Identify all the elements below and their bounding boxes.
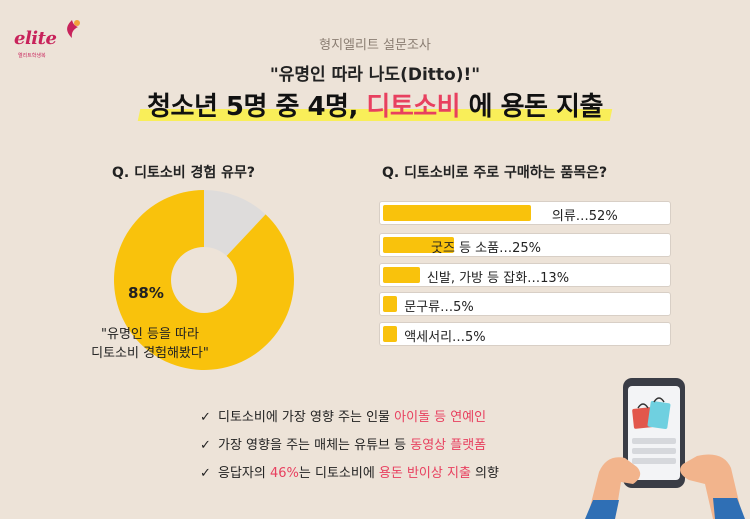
bar-label: 의류…52%: [551, 209, 618, 224]
headline-post: 에 용돈 지출: [460, 92, 604, 122]
survey-label: 형지엘리트 설문조사: [319, 38, 431, 53]
headline-pre: 청소년 5명 중 4명,: [147, 92, 367, 122]
donut-note-line1: "유명인 등을 따라: [101, 327, 199, 342]
donut-data-label: 88%: [128, 284, 164, 302]
finding-text: 디토소비에 가장 영향 주는 인물: [218, 410, 395, 425]
finding-item: ✓ 가장 영향을 주는 매체는 유튜브 등 동영상 플랫폼: [200, 434, 486, 453]
check-icon: ✓: [200, 438, 211, 453]
check-icon: ✓: [200, 466, 211, 481]
bar-row: 굿즈 등 소품…25%: [379, 233, 671, 257]
donut-note: "유명인 등을 따라 디토소비 경험해봤다": [70, 325, 230, 363]
brand-name: elite: [14, 28, 57, 49]
bar-label: 문구류…5%: [404, 300, 474, 315]
bar-row: 문구류…5%: [379, 292, 671, 316]
bar-fill: [383, 267, 420, 283]
bar-fill: [383, 237, 454, 253]
finding-text: 는 디토소비에: [298, 466, 379, 481]
bar-row: 신발, 가방 등 잡화…13%: [379, 263, 671, 287]
flame-icon: [67, 20, 80, 38]
bar-label: 신발, 가방 등 잡화…13%: [426, 271, 570, 286]
finding-highlight: 46%: [269, 466, 299, 481]
bar-label: 액세서리…5%: [404, 330, 486, 345]
brand-logo: elite 엘리트학생복: [14, 20, 80, 62]
headline-accent: 디토소비: [366, 92, 461, 122]
donut-chart: [113, 190, 294, 370]
bar-fill: [383, 326, 398, 342]
brand-tagline: 엘리트학생복: [18, 53, 46, 59]
donut-note-line2: 디토소비 경험해봤다": [91, 346, 209, 361]
bar-label: 굿즈 등 소품…25%: [431, 241, 541, 256]
finding-item: ✓ 디토소비에 가장 영향 주는 인물 아이돌 등 연예인: [200, 406, 486, 425]
bar-fill: [383, 205, 531, 221]
bar-question: Q. 디토소비로 주로 구매하는 품목은?: [382, 165, 608, 181]
check-icon: ✓: [200, 410, 211, 425]
finding-item: ✓ 응답자의 46%는 디토소비에 용돈 반이상 지출 의향: [200, 462, 499, 481]
headline: 청소년 5명 중 4명, 디토소비 에 용돈 지출: [0, 86, 750, 123]
bar-row: 의류…52%: [379, 201, 671, 225]
headline-quote: "유명인 따라 나도(Ditto)!": [269, 65, 481, 85]
finding-highlight: 아이돌 등 연예인: [394, 410, 487, 425]
bar-fill: [383, 296, 398, 312]
donut-question: Q. 디토소비 경험 유무?: [112, 165, 256, 181]
donut-hole: [171, 247, 237, 313]
phone-shopping-bags-icon: [585, 378, 745, 519]
finding-highlight: 동영상 플랫폼: [410, 438, 487, 453]
finding-text: 가장 영향을 주는 매체는 유튜브 등: [218, 438, 411, 453]
finding-text: 의향: [470, 466, 499, 481]
bar-row: 액세서리…5%: [379, 322, 671, 346]
finding-highlight: 용돈 반이상 지출: [378, 466, 471, 481]
finding-text: 응답자의: [218, 466, 270, 481]
